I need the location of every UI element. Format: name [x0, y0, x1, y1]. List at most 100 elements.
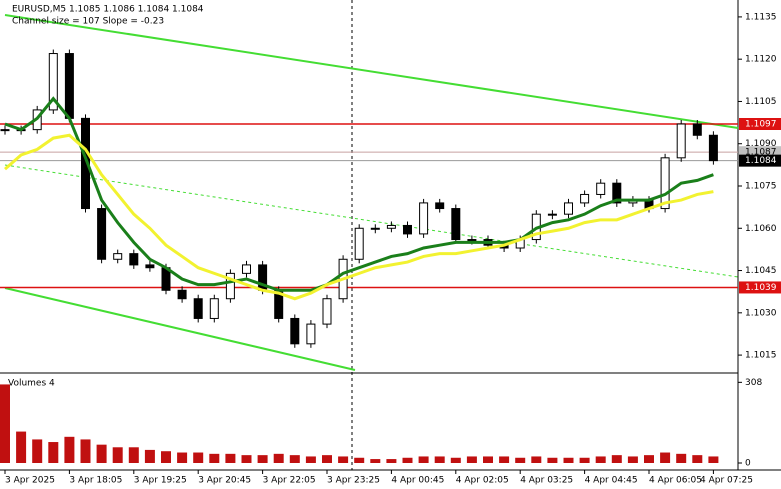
x-tick-label: 4 Apr 02:05: [456, 476, 509, 486]
volume-bar: [386, 459, 397, 463]
candle: [660, 157, 670, 210]
candle: [209, 298, 219, 319]
candle: [225, 272, 235, 300]
candle: [612, 182, 622, 204]
volume-bar: [225, 453, 236, 463]
volume-bar: [402, 457, 413, 463]
candle: [370, 227, 380, 230]
volume-bar: [177, 452, 188, 463]
volume-title: Volumes 4: [8, 379, 55, 389]
volume-bar: [708, 456, 719, 463]
volume-bar: [483, 456, 493, 463]
level-label-box: [739, 118, 781, 130]
y-tick-label: 1.1075: [745, 182, 777, 192]
volume-bar: [644, 455, 654, 463]
x-tick-label: 3 Apr 18:05: [69, 476, 122, 486]
candle: [113, 253, 123, 260]
candle: [596, 182, 606, 195]
volume-bar: [660, 452, 671, 463]
chart-title: EURUSD,M5 1.1085 1.1086 1.1084 1.1084: [12, 5, 204, 15]
candle: [419, 202, 429, 235]
volume-bar: [128, 447, 139, 463]
candle: [580, 193, 590, 204]
last-label: 1.1084: [745, 156, 777, 166]
volume-bar: [80, 439, 91, 463]
candle: [306, 323, 316, 345]
candle: [97, 208, 107, 260]
volume-bar: [289, 455, 300, 463]
y-tick-label: 1.1090: [745, 139, 777, 149]
candle: [322, 298, 332, 325]
level-label: 1.1097: [745, 120, 777, 130]
volume-bar: [434, 456, 445, 463]
volume-bar: [547, 457, 558, 463]
volume-bar: [193, 452, 204, 463]
volume-bar: [32, 439, 43, 463]
x-tick-label: 4 Apr 06:05: [649, 476, 702, 486]
volume-bar: [450, 457, 461, 463]
volume-bar: [499, 456, 510, 463]
moving-average: [4, 133, 714, 301]
volume-tick-label: 308: [745, 378, 762, 388]
y-tick-label: 1.1135: [745, 12, 777, 22]
last-label-box: [739, 154, 781, 167]
volume-bar: [531, 456, 542, 463]
volume-bar: [563, 457, 574, 463]
x-tick-label: 3 Apr 19:25: [134, 476, 187, 486]
candle: [692, 123, 702, 136]
volume-bar: [322, 455, 332, 463]
x-tick-label: 3 Apr 20:45: [198, 476, 251, 486]
y-tick-label: 1.1120: [745, 55, 777, 65]
candle: [676, 123, 686, 159]
candle: [564, 202, 573, 215]
x-tick-label: 3 Apr 22:05: [263, 476, 316, 486]
candle: [145, 264, 155, 269]
volume-bar: [595, 456, 606, 463]
level-label-box: [739, 281, 781, 294]
volume-bar: [144, 449, 155, 463]
volume-bar: [305, 456, 316, 463]
y-tick-label: 1.1015: [745, 351, 777, 361]
volume-bar: [692, 455, 703, 463]
volume-bar: [515, 457, 526, 463]
candle: [193, 298, 203, 319]
volume-bar: [0, 384, 10, 463]
candle: [0, 129, 10, 132]
volume-bar: [579, 457, 590, 463]
volume-bar: [64, 436, 75, 463]
candle: [451, 208, 461, 241]
volume-bar: [611, 455, 622, 463]
volume-bar: [161, 451, 171, 463]
candle: [547, 213, 557, 216]
plot: [0, 49, 738, 463]
y-tick-label: 1.1045: [745, 266, 777, 276]
candle: [708, 134, 718, 162]
moving-average: [4, 96, 714, 292]
candle: [129, 253, 139, 266]
volume-bar: [354, 457, 365, 463]
y-tick-label: 1.1030: [745, 308, 777, 318]
x-tick-label: 3 Apr 23:25: [327, 476, 380, 486]
candle: [48, 53, 58, 111]
x-tick-label: 4 Apr 03:25: [520, 476, 573, 486]
candle: [386, 224, 396, 229]
candle: [64, 53, 74, 119]
candle: [81, 117, 90, 210]
candle: [177, 289, 187, 300]
ask-label: 1.1087: [745, 148, 777, 158]
volume-bar: [627, 456, 638, 463]
volume-tick-label: 0: [745, 459, 751, 469]
volume-bar: [370, 459, 381, 463]
volume-bar: [48, 442, 59, 463]
volume-bar: [241, 455, 252, 463]
x-tick-label: 4 Apr 07:25: [700, 476, 753, 486]
volume-bar: [338, 456, 349, 463]
candle: [467, 239, 477, 242]
volume-bar: [96, 444, 107, 463]
candle: [290, 317, 300, 345]
x-tick-label: 4 Apr 00:45: [391, 476, 444, 486]
volume-bar: [16, 431, 27, 463]
volume-bar: [257, 455, 268, 463]
